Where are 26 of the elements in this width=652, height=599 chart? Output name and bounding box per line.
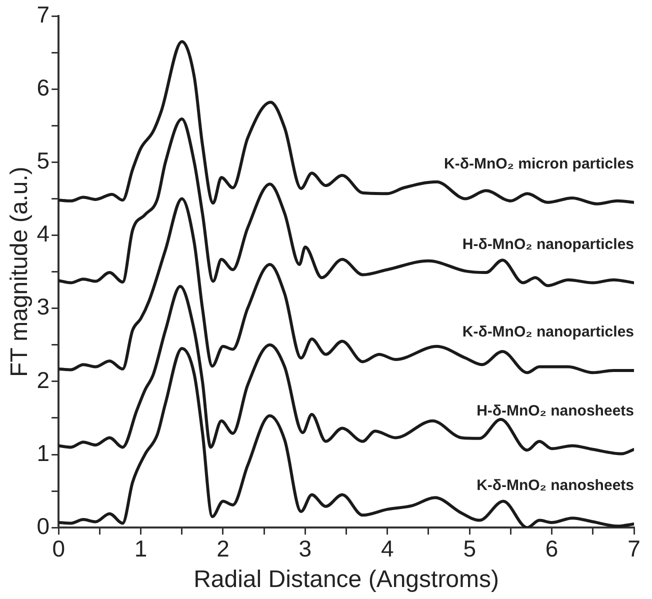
line-series (58, 118, 634, 288)
y-tick-label: 2 (36, 366, 50, 393)
y-tick-label: 6 (36, 74, 50, 100)
y-tick-label: 4 (36, 220, 50, 247)
series-label: H-δ-MnO₂ nanosheets (476, 402, 634, 420)
x-tick-label: 7 (628, 536, 640, 562)
y-tick-label: 0 (36, 512, 50, 539)
line-series (58, 40, 634, 206)
y-tick-label: 3 (36, 294, 50, 320)
x-axis-title: Radial Distance (Angstroms) (194, 566, 500, 594)
x-tick-label: 3 (298, 536, 312, 562)
line-series (58, 284, 634, 456)
x-tick-label: 5 (463, 536, 476, 562)
series-label: K-δ-MnO₂ micron particles (444, 156, 634, 173)
series-label: K-δ-MnO₂ nanoparticles (462, 324, 634, 341)
series-label: H-δ-MnO₂ nanoparticles (462, 236, 634, 253)
x-tick-label: 1 (134, 536, 148, 562)
series-label: K-δ-MnO₂ nanosheets (476, 477, 634, 494)
y-axis-title: FT magnitude (a.u.) (6, 166, 34, 377)
y-tick-label: 7 (36, 1, 50, 28)
x-tick-label: 4 (381, 536, 394, 562)
line-series (58, 197, 634, 374)
x-tick-label: 2 (216, 536, 230, 562)
y-tick-label: 5 (36, 148, 50, 174)
y-tick-label: 1 (36, 440, 50, 466)
x-tick-label: 6 (545, 536, 558, 562)
